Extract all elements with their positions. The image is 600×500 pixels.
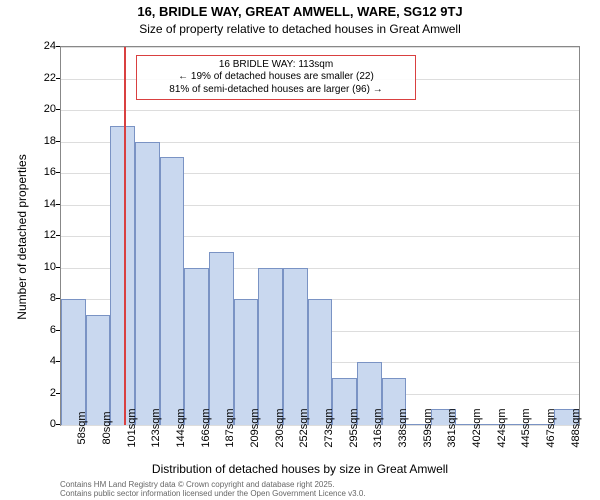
y-tick-label: 8 bbox=[16, 292, 56, 304]
x-tick-label: 80sqm bbox=[101, 411, 113, 444]
x-tick-label: 209sqm bbox=[249, 408, 261, 447]
y-tick-mark bbox=[56, 298, 60, 299]
x-tick-label: 123sqm bbox=[150, 408, 162, 447]
y-tick-mark bbox=[56, 204, 60, 205]
x-tick-label: 58sqm bbox=[76, 411, 88, 444]
x-tick-label: 338sqm bbox=[397, 408, 409, 447]
x-tick-label: 252sqm bbox=[298, 408, 310, 447]
y-tick-label: 2 bbox=[16, 387, 56, 399]
x-tick-label: 144sqm bbox=[175, 408, 187, 447]
footer-line-2: Contains public sector information licen… bbox=[60, 489, 580, 498]
histogram-bar bbox=[209, 252, 234, 425]
histogram-bar bbox=[308, 299, 333, 425]
histogram-bar bbox=[86, 315, 111, 425]
histogram-bar bbox=[110, 126, 135, 425]
reference-line bbox=[124, 47, 126, 425]
y-tick-mark bbox=[56, 141, 60, 142]
x-tick-label: 402sqm bbox=[471, 408, 483, 447]
y-tick-label: 12 bbox=[16, 229, 56, 241]
histogram-bar bbox=[61, 299, 86, 425]
y-tick-mark bbox=[56, 235, 60, 236]
property-size-chart: 16, BRIDLE WAY, GREAT AMWELL, WARE, SG12… bbox=[0, 0, 600, 500]
x-tick-label: 488sqm bbox=[570, 408, 582, 447]
gridline bbox=[61, 47, 579, 48]
x-tick-label: 359sqm bbox=[422, 408, 434, 447]
x-tick-label: 273sqm bbox=[323, 408, 335, 447]
annotation-line: 81% of semi-detached houses are larger (… bbox=[143, 84, 409, 97]
histogram-bar bbox=[283, 268, 308, 426]
y-tick-mark bbox=[56, 330, 60, 331]
x-tick-label: 230sqm bbox=[274, 408, 286, 447]
x-tick-label: 381sqm bbox=[446, 408, 458, 447]
y-tick-mark bbox=[56, 424, 60, 425]
y-tick-mark bbox=[56, 109, 60, 110]
footer-line-1: Contains HM Land Registry data © Crown c… bbox=[60, 480, 580, 489]
x-tick-label: 166sqm bbox=[200, 408, 212, 447]
y-tick-label: 24 bbox=[16, 40, 56, 52]
chart-subtitle: Size of property relative to detached ho… bbox=[0, 22, 600, 36]
annotation-line: ← 19% of detached houses are smaller (22… bbox=[143, 71, 409, 84]
chart-title: 16, BRIDLE WAY, GREAT AMWELL, WARE, SG12… bbox=[0, 4, 600, 19]
y-tick-label: 16 bbox=[16, 166, 56, 178]
histogram-bar bbox=[258, 268, 283, 426]
y-tick-mark bbox=[56, 172, 60, 173]
x-tick-label: 467sqm bbox=[545, 408, 557, 447]
x-tick-label: 424sqm bbox=[496, 408, 508, 447]
histogram-bar bbox=[160, 157, 185, 425]
x-axis-label: Distribution of detached houses by size … bbox=[0, 462, 600, 476]
histogram-bar bbox=[184, 268, 209, 426]
histogram-bar bbox=[135, 142, 160, 426]
y-tick-mark bbox=[56, 361, 60, 362]
y-tick-label: 4 bbox=[16, 355, 56, 367]
gridline bbox=[61, 110, 579, 111]
y-tick-label: 14 bbox=[16, 198, 56, 210]
x-tick-label: 445sqm bbox=[520, 408, 532, 447]
y-tick-label: 20 bbox=[16, 103, 56, 115]
y-tick-mark bbox=[56, 78, 60, 79]
annotation-box: 16 BRIDLE WAY: 113sqm← 19% of detached h… bbox=[136, 55, 416, 101]
x-tick-label: 295sqm bbox=[348, 408, 360, 447]
plot-area: 16 BRIDLE WAY: 113sqm← 19% of detached h… bbox=[60, 46, 580, 426]
y-tick-label: 10 bbox=[16, 261, 56, 273]
y-tick-label: 18 bbox=[16, 135, 56, 147]
y-tick-mark bbox=[56, 46, 60, 47]
y-tick-label: 0 bbox=[16, 418, 56, 430]
y-tick-mark bbox=[56, 267, 60, 268]
y-tick-label: 22 bbox=[16, 72, 56, 84]
histogram-bar bbox=[234, 299, 259, 425]
x-tick-label: 187sqm bbox=[224, 408, 236, 447]
annotation-line: 16 BRIDLE WAY: 113sqm bbox=[143, 59, 409, 72]
y-tick-mark bbox=[56, 393, 60, 394]
x-tick-label: 316sqm bbox=[372, 408, 384, 447]
y-tick-label: 6 bbox=[16, 324, 56, 336]
x-tick-label: 101sqm bbox=[126, 408, 138, 447]
attribution-footer: Contains HM Land Registry data © Crown c… bbox=[60, 480, 580, 498]
